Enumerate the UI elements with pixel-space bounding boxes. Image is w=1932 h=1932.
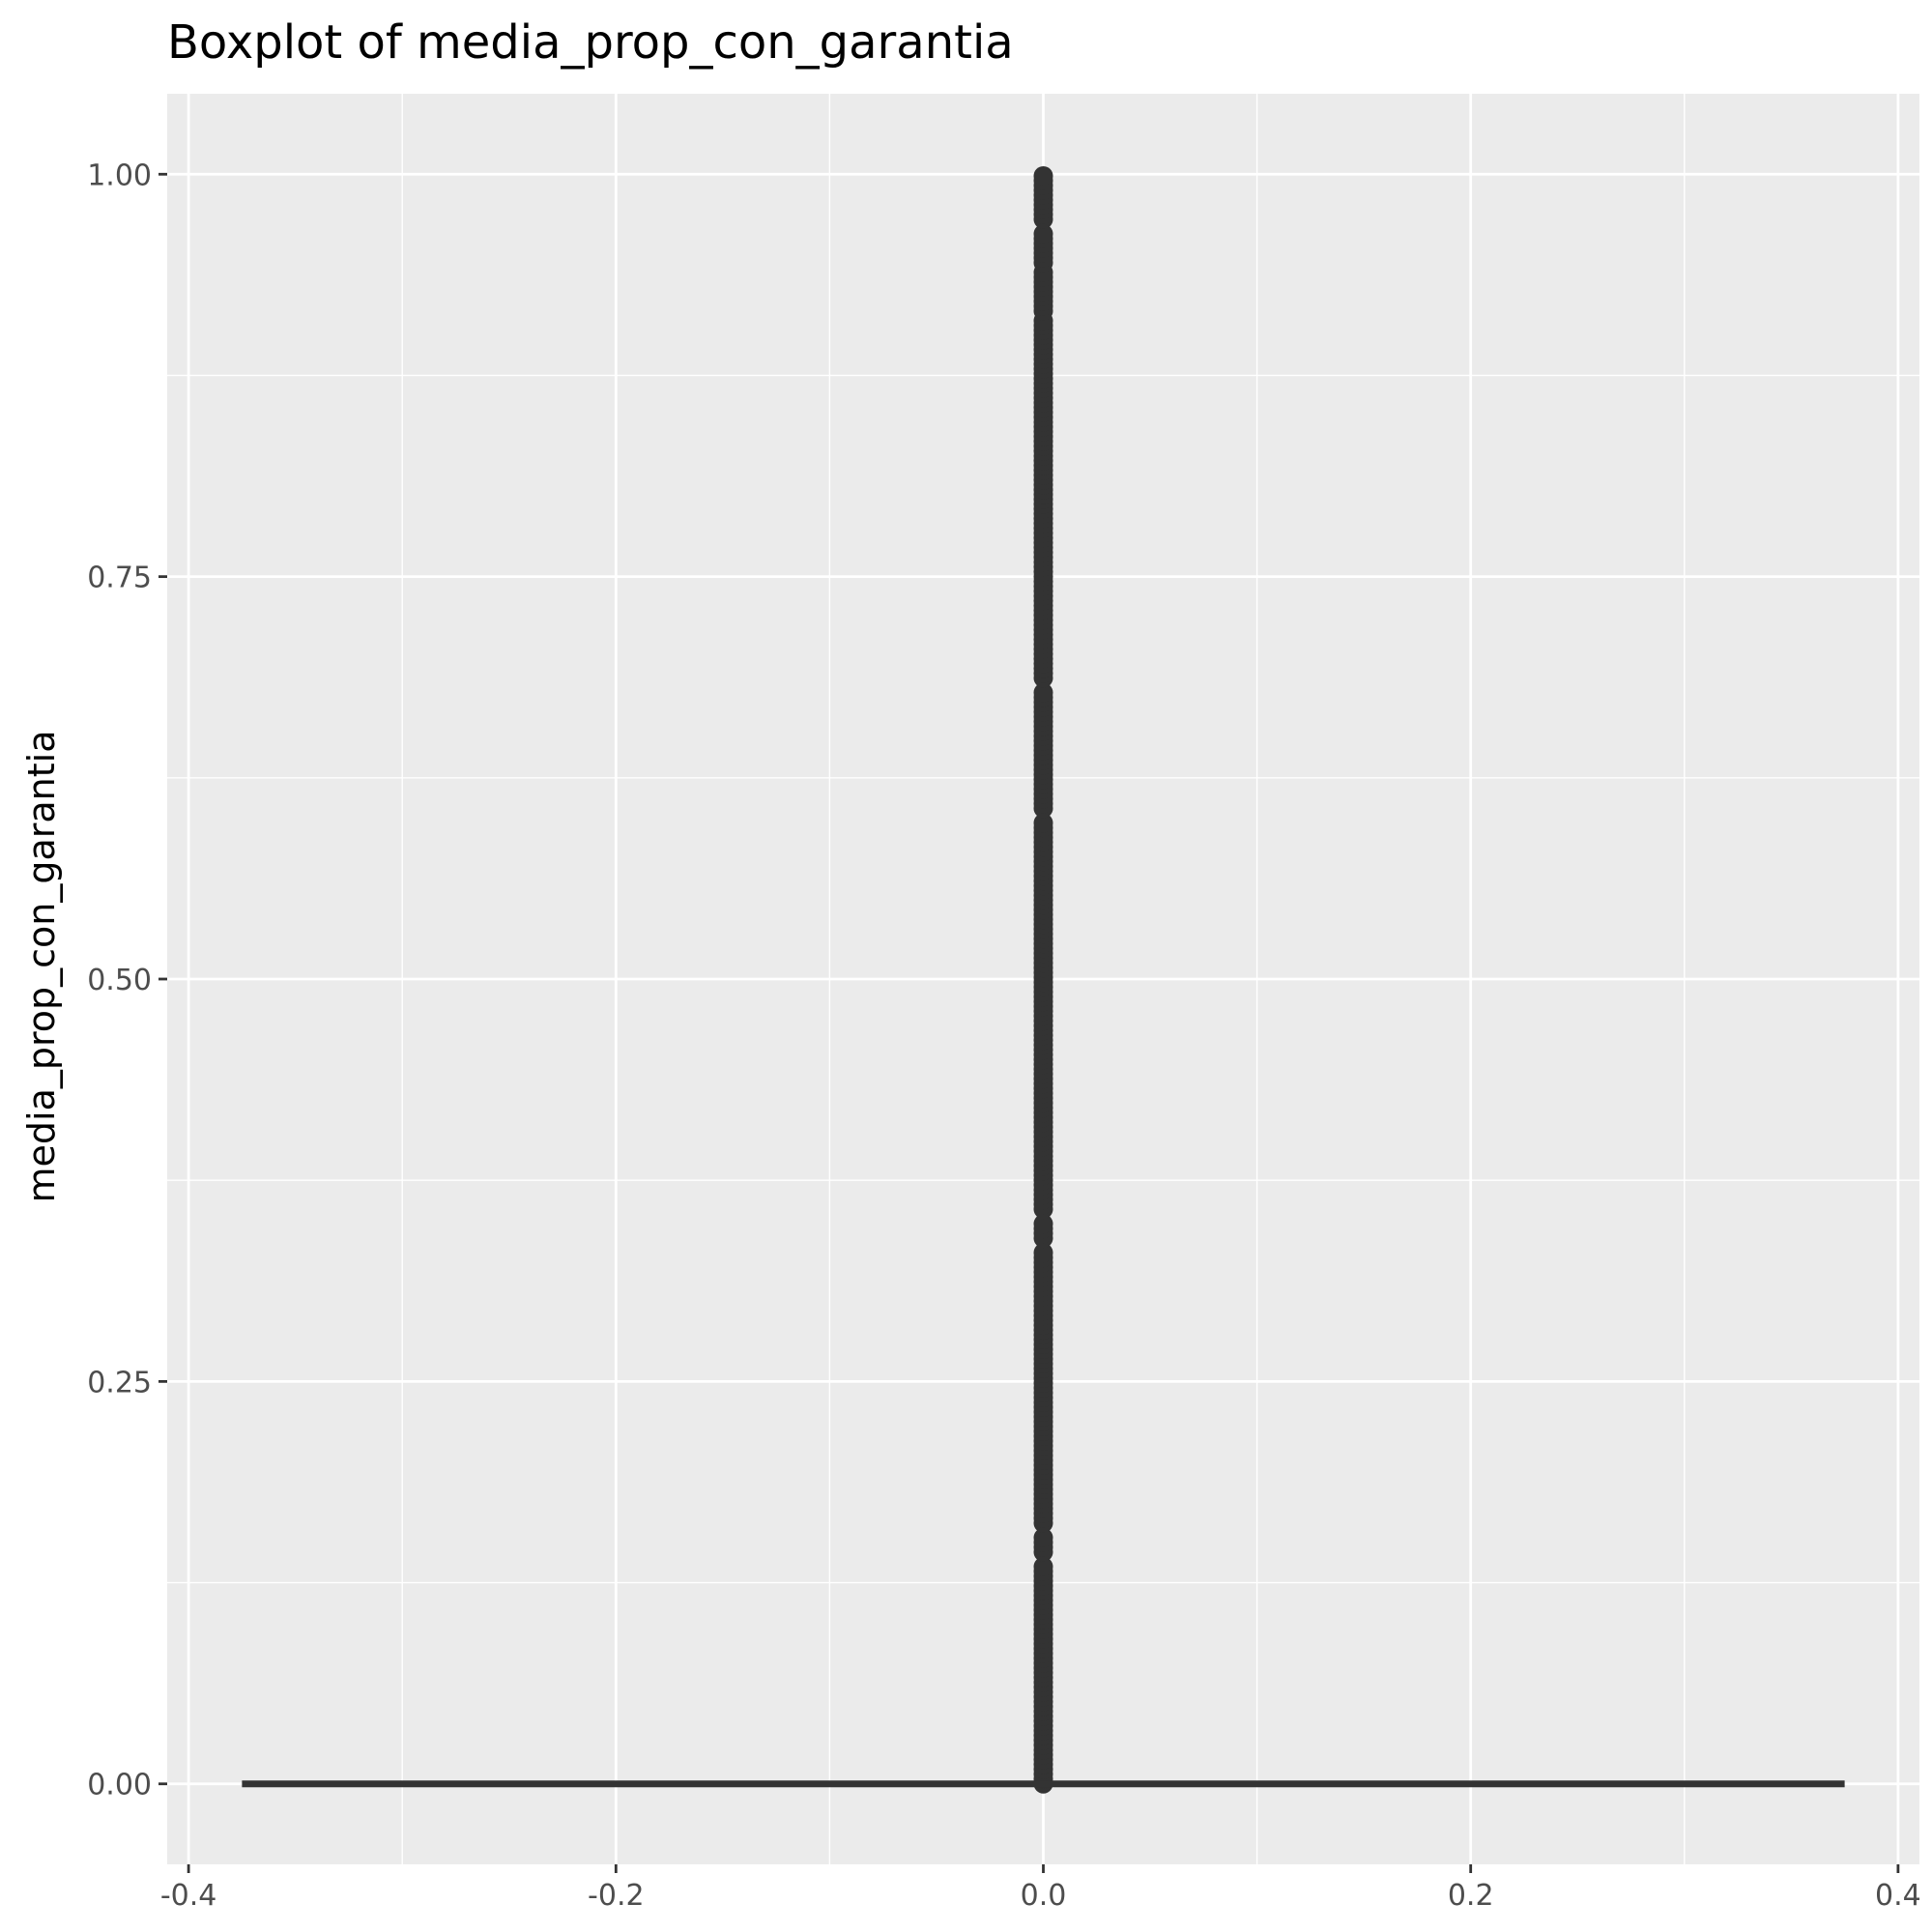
x-tick-label: -0.4 xyxy=(160,1879,217,1913)
outlier-point xyxy=(1033,682,1053,703)
x-tick-label: -0.2 xyxy=(588,1879,645,1913)
y-tick-label: 0.00 xyxy=(87,1769,152,1802)
outlier-point xyxy=(1033,1214,1053,1234)
y-tick-label: 1.00 xyxy=(87,159,152,192)
y-axis-label: media_prop_con_garantia xyxy=(20,730,63,1202)
x-axis: -0.4 -0.2 0.0 0.2 0.4 xyxy=(160,1864,1921,1913)
y-tick-label: 0.75 xyxy=(87,562,152,595)
outlier-point xyxy=(1033,223,1053,244)
y-tick-label: 0.25 xyxy=(87,1366,152,1399)
chart-title: Boxplot of media_prop_con_garantia xyxy=(167,15,1014,70)
outlier-point xyxy=(1033,1243,1053,1263)
outlier-point xyxy=(1033,1556,1053,1576)
x-tick-label: 0.0 xyxy=(1021,1879,1067,1913)
x-tick-label: 0.4 xyxy=(1875,1879,1921,1913)
x-tick-label: 0.2 xyxy=(1448,1879,1494,1913)
outlier-point xyxy=(1033,165,1053,186)
y-tick-label: 0.50 xyxy=(87,964,152,997)
outlier-point xyxy=(1033,1527,1053,1547)
outlier-points xyxy=(1033,165,1053,1794)
y-axis: 0.00 0.25 0.50 0.75 1.00 xyxy=(87,159,167,1802)
outlier-point xyxy=(1033,813,1053,833)
